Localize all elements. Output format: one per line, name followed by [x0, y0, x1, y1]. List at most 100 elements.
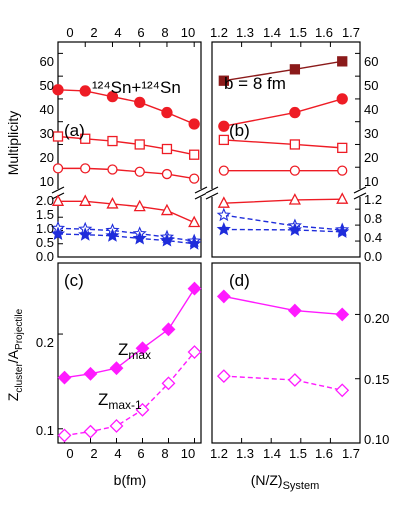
panel-label-b: (b): [229, 121, 250, 140]
point-a-2-3: [134, 166, 145, 177]
series-line-a-4: [57, 227, 195, 242]
point-b-6-1: [287, 222, 302, 236]
point-b-4-0: [217, 196, 230, 208]
point-c-1-0: [57, 428, 72, 443]
ylabel-multiplicity: Multiplicity: [5, 111, 21, 176]
panel-label-c: (c): [64, 271, 84, 290]
point-b-3-2: [337, 165, 348, 176]
chart-texts: 0 2 4 6 8 10 1.2 1.3 1.4 1.5 1.6 1.7 10 …: [5, 25, 389, 492]
ytick-b-lower-0: 0.0: [364, 249, 382, 264]
point-b-1-0: [218, 120, 230, 132]
point-a-0-4: [161, 106, 173, 119]
ylabel-cluster-sub: cluster: [14, 363, 25, 393]
ytick-a-upper-4: 50: [40, 78, 54, 93]
break-left-b-gap: [206, 189, 218, 197]
xtick-d-2: 1.4: [263, 446, 281, 461]
impact-parameter-label: b = 8 fm: [224, 74, 286, 93]
xtick-b-1: 1.3: [236, 25, 254, 40]
ytick-a-lower-2: 1.0: [36, 221, 54, 236]
ytick-a-lower-0: 0.0: [36, 249, 54, 264]
ytick-c-1: 0.2: [36, 335, 54, 350]
point-b-0-2: [337, 56, 348, 67]
point-c-1-2: [109, 419, 124, 433]
frame-bottom-right: [211, 262, 361, 444]
point-a-3-3: [133, 199, 146, 212]
xlabel-nz-sub: System: [283, 480, 320, 492]
series-line-c-0: [64, 288, 196, 379]
xtick-c-5: 10: [181, 446, 195, 461]
break-right-b-gap: [354, 189, 366, 197]
point-c-1-4: [161, 376, 176, 391]
point-d-1-2: [335, 383, 350, 398]
ytick-b-lower-2: 0.8: [364, 211, 382, 226]
series-line-b-4: [223, 198, 343, 204]
point-b-4-2: [336, 192, 349, 204]
panel-label-a: (a): [64, 121, 85, 140]
point-c-1-1: [83, 424, 98, 439]
ylabel-z: Z: [5, 392, 21, 401]
point-b-1-2: [336, 93, 348, 105]
point-b-1-1: [289, 106, 301, 119]
series-line-d-0: [223, 295, 343, 316]
ytick-d-0: 0.10: [364, 432, 389, 447]
xtick-b-4: 1.6: [315, 25, 333, 40]
point-d-0-2: [335, 307, 350, 322]
xtick-c-0: 0: [66, 446, 73, 461]
ytick-b-upper-5: 60: [364, 54, 378, 69]
ytick-a-upper-3: 40: [40, 102, 54, 117]
point-b-6-0: [216, 222, 231, 236]
point-a-5-4: [159, 233, 175, 247]
reaction-label: ¹²⁴Sn+¹²⁴Sn: [92, 78, 181, 97]
ytick-a-lower-4: 2.0: [36, 193, 54, 208]
point-a-1-5: [189, 149, 200, 160]
point-a-2-1: [80, 163, 91, 174]
axes-ticks: [57, 42, 361, 444]
break-right-a-gap: [195, 189, 207, 197]
point-a-2-4: [161, 168, 173, 180]
ytick-b-lower-3: 1.2: [364, 192, 382, 207]
ytick-a-upper-5: 60: [40, 54, 54, 69]
point-a-5-2: [105, 228, 120, 242]
xtick-b-3: 1.5: [289, 25, 307, 40]
point-b-2-0: [218, 134, 229, 146]
ytick-b-upper-2: 30: [364, 126, 378, 141]
frame-bottom-left: [57, 262, 202, 444]
break-left-a-gap: [52, 189, 64, 197]
series-line-b-2: [223, 139, 343, 149]
xlabel-b: b(fm): [114, 472, 147, 488]
label-zmax: Zmax: [118, 340, 151, 362]
xtick-a-1: 2: [90, 25, 97, 40]
point-a-1-3: [134, 139, 145, 150]
ytick-d-1: 0.15: [364, 372, 389, 387]
point-a-2-5: [189, 173, 200, 184]
point-a-1-1: [80, 133, 91, 144]
point-b-5-0: [216, 207, 231, 222]
break-right-a-slash-2: [194, 192, 208, 200]
point-c-0-1: [83, 366, 98, 381]
panel-frames: [51, 41, 367, 444]
label-zmax-1-main: Z: [98, 390, 108, 409]
xlabel-nz-main: (N/Z): [251, 472, 283, 488]
ytick-a-upper-0: 10: [40, 174, 54, 189]
xtick-c-4: 8: [161, 446, 168, 461]
xlabel-nz: (N/Z)System: [251, 472, 320, 492]
ytick-b-upper-0: 10: [364, 174, 378, 189]
point-c-1-5: [187, 345, 202, 359]
point-c-0-3: [135, 341, 150, 356]
point-c-0-0: [57, 370, 72, 385]
point-a-5-0: [50, 226, 66, 240]
point-a-1-4: [161, 143, 173, 155]
break-left-b-slash-1: [205, 186, 219, 194]
xtick-d-3: 1.5: [289, 446, 307, 461]
xtick-d-0: 1.2: [210, 446, 228, 461]
point-a-2-0: [52, 163, 64, 174]
point-d-1-0: [216, 369, 231, 384]
point-a-0-2: [106, 90, 119, 103]
frame-top-left: [57, 41, 202, 258]
break-left-a-slash-1: [51, 186, 65, 194]
label-zmax-main: Z: [118, 340, 128, 359]
point-a-1-0: [52, 131, 64, 142]
plot-markers: [50, 56, 350, 443]
xtick-a-4: 8: [161, 25, 168, 40]
ytick-a-upper-2: 30: [40, 126, 54, 141]
